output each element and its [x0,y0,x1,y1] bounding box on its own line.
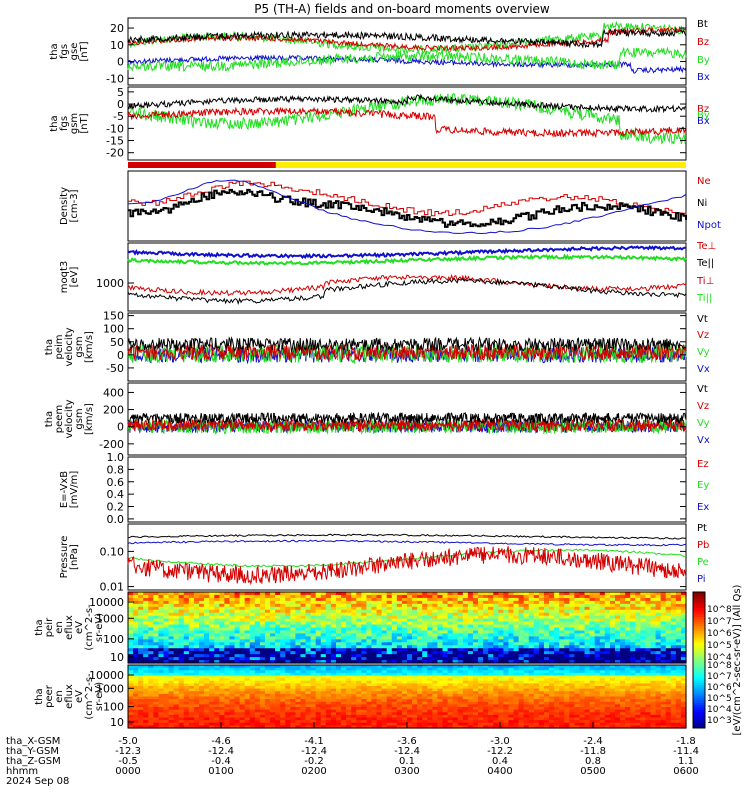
legend-Bx: Bx [697,72,710,83]
y-tick-label: -20 [106,147,124,160]
y-tick-label: 1.0 [107,451,125,464]
y-tick-label: 50 [110,336,124,349]
y-tick-label: -10 [106,122,124,135]
legend-Bx: Bx [697,116,710,127]
y-tick-label: -200 [99,438,124,451]
y-tick-label: 400 [103,386,124,399]
series-Pi [128,540,686,546]
y-tick-label: 10 [110,39,124,52]
y-tick-label: 0.0 [107,513,125,526]
legend-Vx: Vx [697,435,710,446]
legend-Vy: Vy [697,347,710,358]
legend-Ti||: Ti|| [696,293,712,304]
y-axis-label: [km/s] [84,331,95,363]
y-tick-label: 0 [117,349,124,362]
y-tick-label: -5 [113,110,124,123]
series-Ti-par [128,256,686,265]
y-tick-label: -10 [106,72,124,85]
series-Bx [128,95,686,112]
mode-segment-0 [128,162,276,168]
ion_spectrogram-cells [128,592,687,664]
y-axis-label: [mV/m] [69,471,80,509]
mode-segment-1 [276,162,686,168]
y-axis-label: [nT] [79,113,90,133]
series-By-b [128,48,686,71]
y-tick-label: 0.6 [107,476,125,489]
series-Pt [128,534,686,539]
y-tick-label: 10 [110,651,124,664]
y-axis-label: sr-eV) [94,613,105,642]
legend-Vt: Vt [697,384,708,395]
legend-Te||: Te|| [696,258,714,269]
y-tick-label: -15 [106,135,124,148]
y-tick-label: 0.4 [107,488,125,501]
legend-Pe: Pe [697,557,709,568]
y-tick-label: 1000 [96,277,124,290]
y-axis-label: [km/s] [84,403,95,435]
y-tick-label: 200 [103,404,124,417]
y-tick-label: 0 [117,56,124,69]
y-tick-label: 150 [103,310,124,323]
y-tick-label: 0 [117,98,124,111]
legend-Ex: Ex [697,502,709,513]
legend-Pt: Pt [697,523,707,534]
series-Te-par [128,279,686,304]
panel-frame [128,457,686,522]
y-tick-label: 20 [110,22,124,35]
legend-Ey: Ey [697,480,709,491]
y-tick-label: 0.10 [100,545,125,558]
legend-Bz: Bz [697,37,709,48]
legend-Vy: Vy [697,418,710,429]
legend-Vz: Vz [697,330,709,341]
panel-frame [128,171,686,241]
legend-Te⊥: Te⊥ [696,241,716,252]
legend-Vx: Vx [697,364,710,375]
legend-Pi: Pi [697,574,706,585]
legend-Npot: Npot [697,220,721,231]
series-Pb [128,546,686,583]
legend-Vz: Vz [697,401,709,412]
legend-By: By [697,55,710,66]
legend-Ni: Ni [697,198,707,209]
y-tick-label: 100 [103,323,124,336]
legend-Vt: Vt [697,314,708,325]
y-tick-label: 100 [103,633,124,646]
y-tick-label: 0 [117,421,124,434]
y-tick-label: 0.2 [107,501,125,514]
legend-Ez: Ez [697,459,709,470]
legend-Bt: Bt [697,19,708,30]
legend-Ti⊥: Ti⊥ [696,276,714,287]
legend-Ne: Ne [697,176,711,187]
y-axis-label: [eV] [69,267,80,288]
y-axis-label: [cm-3] [69,189,80,222]
series-Bt [128,30,686,48]
electron_spectrogram-cells [128,665,687,729]
y-axis-label: [nT] [79,41,90,61]
y-tick-label: 0.8 [107,463,125,476]
y-tick-label: 0.01 [100,581,125,594]
legend-Pb: Pb [697,540,709,551]
y-tick-label: 5 [117,86,124,99]
y-tick-label: -50 [106,362,124,375]
y-axis-label: [nPa] [69,544,80,570]
